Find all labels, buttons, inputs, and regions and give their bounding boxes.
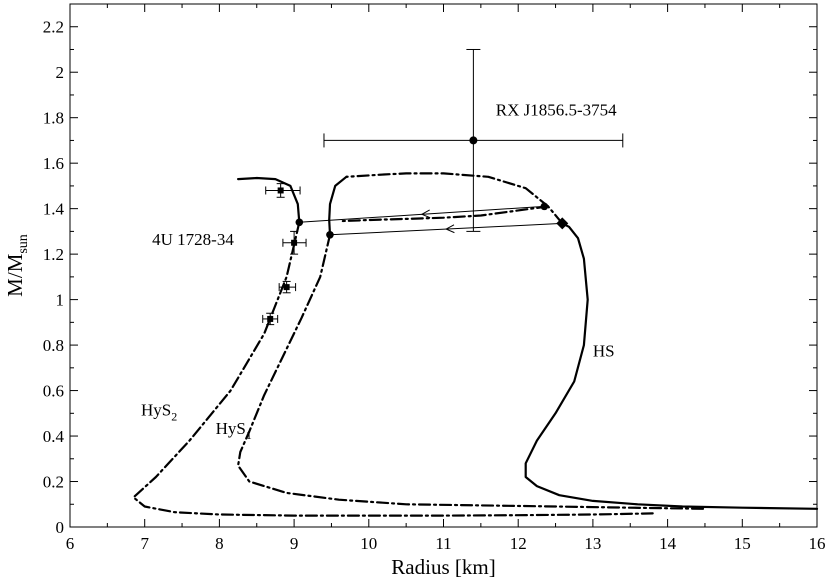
- annotation-hs: HS: [593, 341, 615, 360]
- y-tick-label: 0.4: [43, 427, 65, 446]
- x-tick-label: 14: [659, 534, 677, 553]
- x-tick-label: 13: [584, 534, 601, 553]
- y-axis-label-sub: sun: [16, 234, 31, 253]
- markers-layer: [295, 202, 569, 239]
- y-tick-label: 2.2: [43, 18, 64, 37]
- curve-hys1-dashdot: [237, 233, 706, 510]
- x-tick-label: 8: [215, 534, 224, 553]
- y-axis-label-main: M/M: [3, 253, 27, 297]
- x-tick-label: 10: [360, 534, 377, 553]
- y-tick-label: 1.8: [43, 109, 64, 128]
- observation-point: [291, 239, 298, 246]
- y-tick-label: 0.6: [43, 382, 64, 401]
- x-axis-label: Radius [km]: [391, 555, 495, 579]
- y-tick-label: 1: [56, 291, 65, 310]
- annotation-hs-text: HS: [593, 341, 615, 360]
- transition-marker-diamond: [556, 217, 569, 230]
- annotation-hys1-text: HyS: [216, 419, 246, 438]
- x-tick-label: 12: [510, 534, 527, 553]
- curve-hys2-dashdot: [132, 221, 654, 517]
- y-tick-label: 1.2: [43, 245, 64, 264]
- y-tick-label: 1.4: [43, 200, 65, 219]
- x-tick-label: 7: [140, 534, 149, 553]
- annotation-4u: 4U 1728-34: [152, 230, 234, 249]
- y-tick-label: 1.6: [43, 154, 64, 173]
- annotation-hys1-subscript: 1: [246, 428, 252, 442]
- annotation-hys2: HyS2: [141, 401, 177, 424]
- observation-point: [267, 315, 274, 322]
- curve-hys2-dashdot: [337, 205, 550, 223]
- observation-point: [283, 284, 290, 291]
- curve-hys1-dashdot: [345, 172, 564, 225]
- x-tick-label: 9: [290, 534, 299, 553]
- y-tick-label: 2: [56, 63, 65, 82]
- curves-layer: [132, 172, 819, 517]
- curve-hys1-solid: [328, 175, 348, 236]
- axis-labels-layer: Radius [km] M/Msun: [3, 234, 496, 579]
- y-axis-label: M/Msun: [3, 234, 31, 297]
- y-tick-label: 0.2: [43, 473, 64, 492]
- annotation-hys2-subscript: 2: [171, 410, 177, 424]
- x-tick-label: 6: [66, 534, 75, 553]
- transition-arrows-layer: [299, 205, 563, 236]
- observation-point: [277, 187, 284, 194]
- curve-hs-solid: [524, 222, 819, 510]
- x-tick-label: 16: [809, 534, 826, 553]
- annotation-rxj-text: RX J1856.5-3754: [496, 100, 617, 119]
- annotation-4u-text: 4U 1728-34: [152, 230, 234, 249]
- x-tick-label: 11: [435, 534, 451, 553]
- annotation-hys1: HyS1: [216, 419, 252, 442]
- x-tick-label: 15: [734, 534, 751, 553]
- transition-arrowhead: [444, 224, 455, 234]
- transition-marker-dot: [326, 231, 334, 239]
- annotation-rxj: RX J1856.5-3754: [496, 100, 617, 119]
- errorbars-layer: [262, 48, 624, 326]
- transition-arrowhead: [420, 209, 431, 219]
- observation-point: [469, 136, 478, 145]
- transition-marker-dot: [540, 202, 549, 211]
- annotation-hys2-text: HyS: [141, 401, 171, 420]
- y-tick-label: 0: [56, 518, 65, 537]
- y-tick-label: 0.8: [43, 336, 64, 355]
- ticks-layer: 6 7 8 9 10 11 12 13 14 15 1600.20.40.60.811.21.41.…: [43, 4, 826, 553]
- transition-marker-dot: [295, 218, 304, 227]
- curve-hys2-solid: [237, 176, 301, 224]
